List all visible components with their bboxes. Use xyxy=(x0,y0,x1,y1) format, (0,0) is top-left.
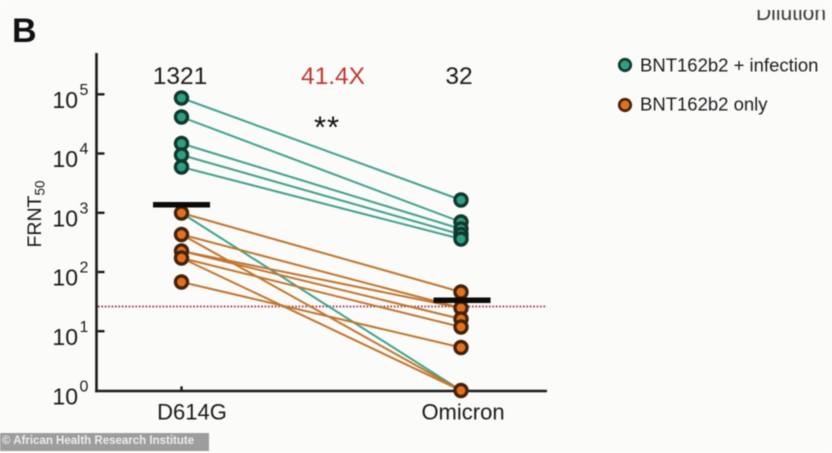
svg-text:32: 32 xyxy=(445,63,472,90)
svg-text:1321: 1321 xyxy=(153,63,208,90)
svg-text:1: 1 xyxy=(80,319,89,336)
svg-text:10: 10 xyxy=(52,87,78,113)
svg-text:4: 4 xyxy=(80,141,89,158)
svg-text:0: 0 xyxy=(80,379,89,396)
svg-text:*: * xyxy=(314,110,326,145)
svg-text:5: 5 xyxy=(80,82,89,99)
svg-text:2: 2 xyxy=(80,260,89,277)
svg-text:BNT162b2 only: BNT162b2 only xyxy=(640,94,768,115)
svg-text:10: 10 xyxy=(52,206,78,232)
svg-text:3: 3 xyxy=(80,201,89,218)
svg-text:10: 10 xyxy=(52,146,78,172)
svg-text:10: 10 xyxy=(52,384,78,410)
svg-text:D614G: D614G xyxy=(157,400,227,425)
svg-text:BNT162b2 + infection: BNT162b2 + infection xyxy=(640,55,818,76)
svg-text:10: 10 xyxy=(52,324,78,350)
svg-text:FRNT50: FRNT50 xyxy=(24,180,48,247)
svg-text:10: 10 xyxy=(52,265,78,291)
svg-text:*: * xyxy=(327,110,339,145)
svg-text:Omicron: Omicron xyxy=(421,400,504,425)
svg-text:41.4X: 41.4X xyxy=(301,63,365,90)
